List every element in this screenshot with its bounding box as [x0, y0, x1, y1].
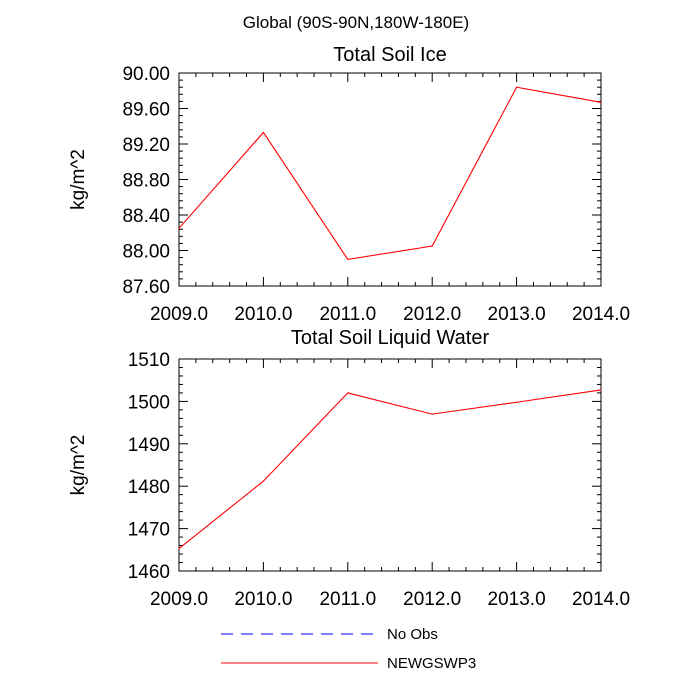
panel-title: Total Soil Ice	[333, 44, 446, 66]
y-tick-label: 88.00	[122, 242, 170, 263]
chart-panel-1: Total Soil Ice kg/m^2 2009.0 2010.0 2011.0 20…	[68, 44, 630, 325]
y-tick-label: 1460	[128, 562, 170, 583]
data-point	[516, 86, 518, 88]
panel-title: Total Soil Liquid Water	[291, 327, 490, 349]
y-axis-label: kg/m^2	[68, 149, 89, 210]
data-point	[600, 101, 602, 103]
x-tick-label: 2012.0	[403, 304, 461, 325]
chart-panel-2: Total Soil Liquid Water kg/m^2 2009.0 2010.…	[68, 327, 630, 610]
data-point	[262, 131, 264, 134]
x-tick-label: 2011.0	[319, 589, 376, 610]
x-tick-label: 2014.0	[572, 589, 630, 610]
x-tick-label: 2014.0	[572, 304, 630, 325]
x-tick-label: 2012.0	[403, 589, 461, 610]
y-tick-label: 1500	[128, 392, 170, 413]
x-tick-label: 2010.0	[234, 589, 292, 610]
legend-label: NEWGSWP3	[387, 655, 476, 672]
x-tick-label: 2013.0	[488, 589, 546, 610]
y-tick-label: 1510	[128, 350, 170, 371]
plot-frame	[178, 358, 602, 572]
y-tick-label: 87.60	[122, 277, 170, 298]
x-tick-label: 2009.0	[150, 304, 208, 325]
data-point	[431, 245, 433, 247]
y-tick-label: 1490	[128, 435, 170, 456]
y-tick-label: 1480	[128, 477, 170, 498]
data-point	[178, 227, 180, 229]
legend: No Obs NEWGSWP3	[221, 626, 476, 672]
figure-title: Global (90S-90N,180W-180E)	[243, 13, 469, 32]
legend-label: No Obs	[387, 626, 438, 643]
x-tick-label: 2011.0	[319, 304, 376, 325]
x-tick-label: 2010.0	[234, 304, 292, 325]
series-line-newgswp3	[178, 86, 602, 260]
y-tick-label: 88.80	[122, 171, 170, 192]
y-tick-label: 89.60	[122, 100, 170, 121]
plot-frame	[178, 72, 602, 287]
y-tick-label: 89.20	[122, 135, 170, 156]
data-point	[516, 401, 518, 403]
data-point	[431, 413, 433, 415]
y-tick-label: 90.00	[122, 64, 170, 85]
data-point	[262, 480, 264, 482]
data-point	[347, 258, 349, 260]
data-point	[600, 389, 602, 391]
y-tick-label: 88.40	[122, 206, 170, 227]
series-line-newgswp3	[178, 389, 602, 549]
y-tick-label: 1470	[128, 520, 170, 541]
y-axis-label: kg/m^2	[68, 435, 89, 496]
x-tick-label: 2009.0	[150, 589, 208, 610]
x-tick-label: 2013.0	[488, 304, 546, 325]
data-point	[347, 392, 349, 394]
data-point	[178, 547, 180, 550]
